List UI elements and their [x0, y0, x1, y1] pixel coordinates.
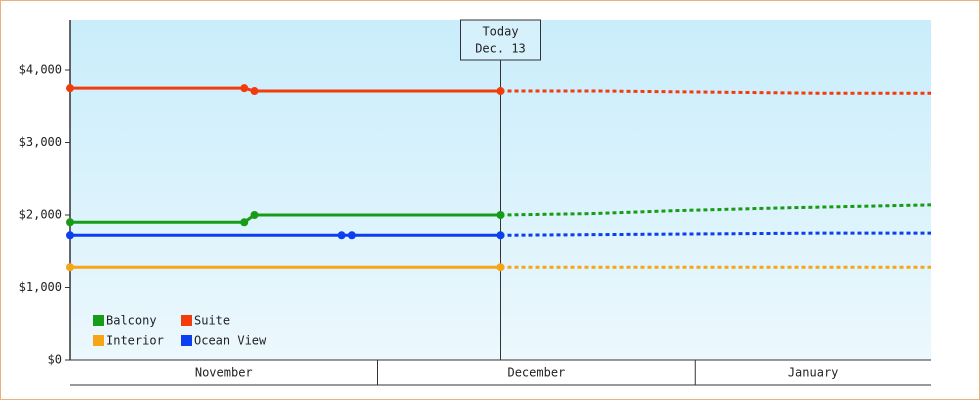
today-label: Today [482, 25, 518, 39]
legend-label: Interior [106, 334, 164, 348]
point [66, 218, 74, 227]
forecast-line [500, 89, 931, 95]
point [66, 84, 74, 93]
point [240, 218, 249, 227]
y-tick-label: $3,000 [19, 135, 62, 149]
x-band-label: November [195, 366, 253, 380]
x-band-label: January [788, 366, 839, 380]
legend-label: Suite [194, 314, 230, 328]
legend-swatch [181, 335, 192, 346]
legend-label: Ocean View [194, 334, 267, 348]
legend-label: Balcony [106, 314, 157, 328]
point [347, 231, 356, 240]
point [496, 211, 505, 220]
point [496, 231, 505, 240]
legend-swatch [93, 315, 104, 326]
y-tick-label: $2,000 [19, 208, 62, 222]
legend-swatch [181, 315, 192, 326]
today-label: Dec. 13 [475, 42, 526, 56]
y-tick-label: $4,000 [19, 63, 62, 77]
point [66, 263, 74, 272]
y-tick-label: $1,000 [19, 280, 62, 294]
legend-swatch [93, 335, 104, 346]
y-tick-label: $0 [48, 353, 62, 367]
x-band-label: December [507, 366, 565, 380]
point [496, 263, 505, 272]
today-box [460, 19, 541, 61]
series-line [70, 86, 501, 93]
point [337, 231, 346, 240]
point [250, 211, 259, 220]
point [66, 231, 74, 240]
series-line [70, 213, 501, 224]
point [496, 87, 505, 96]
point [250, 87, 259, 96]
point [240, 84, 249, 93]
forecast-line [500, 231, 931, 237]
